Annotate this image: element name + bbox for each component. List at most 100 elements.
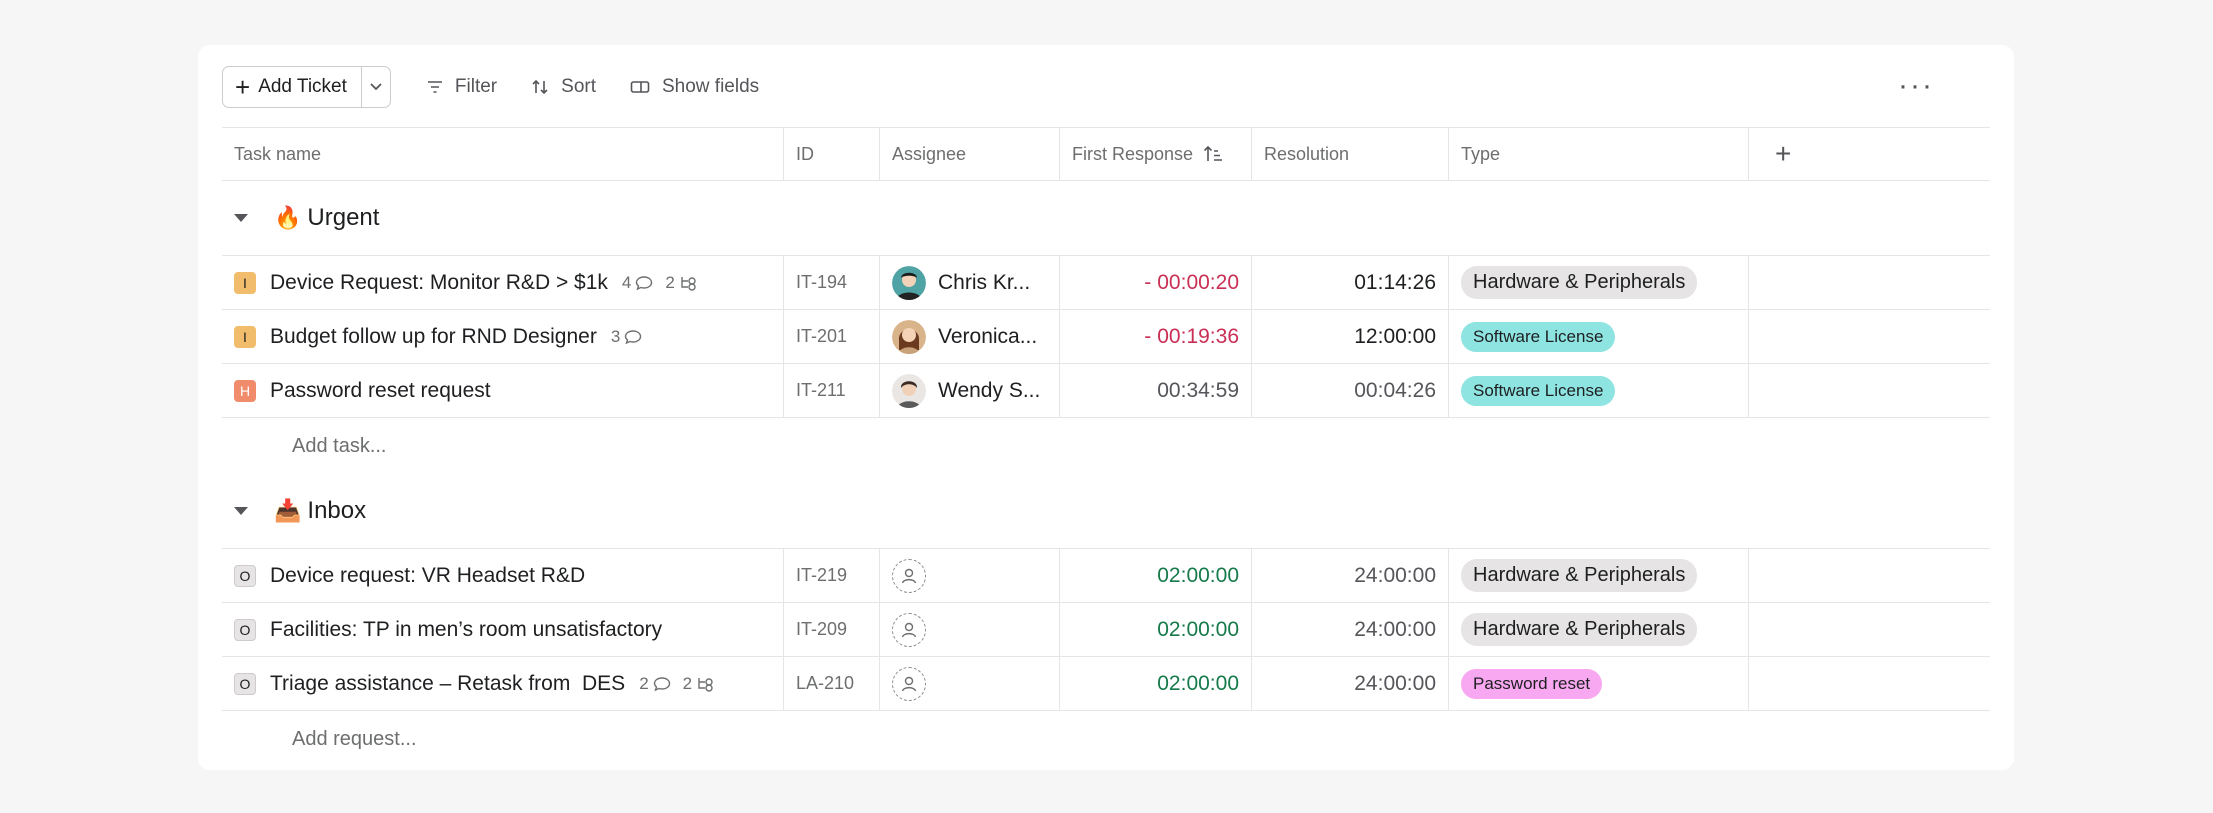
type-cell[interactable]: Hardware & Peripherals xyxy=(1449,549,1749,602)
assignee-cell[interactable] xyxy=(880,549,1060,602)
task-name[interactable]: Triage assistance – Retask from DES xyxy=(270,671,626,695)
first-response-label: First Response xyxy=(1072,143,1194,164)
task-name[interactable]: Device Request: Monitor R&D > $1k xyxy=(270,270,608,294)
type-cell[interactable]: Password reset xyxy=(1449,657,1749,710)
unassigned-avatar[interactable] xyxy=(892,666,926,701)
first-response-time: - 00:00:20 xyxy=(1060,256,1252,309)
assignee-cell[interactable]: Chris Kr... xyxy=(880,256,1060,309)
priority-badge: O xyxy=(234,672,256,695)
subtask-count-value: 2 xyxy=(665,272,675,292)
add-column-button[interactable]: + xyxy=(1775,138,1792,169)
first-response-time: 00:34:59 xyxy=(1060,364,1252,417)
table-row[interactable]: O Facilities: TP in men’s room unsatisfa… xyxy=(222,603,1990,657)
task-name[interactable]: Device request: VR Headset R&D xyxy=(270,563,586,587)
column-header-task-name[interactable]: Task name xyxy=(222,128,784,180)
task-name-cell[interactable]: I Device Request: Monitor R&D > $1k 4 2 xyxy=(222,256,784,309)
filter-button[interactable]: Filter xyxy=(427,76,497,98)
resolution-time: 01:14:26 xyxy=(1252,256,1449,309)
task-name[interactable]: Budget follow up for RND Designer xyxy=(270,324,597,348)
ticket-id: IT-209 xyxy=(784,603,880,656)
ticket-id: IT-194 xyxy=(784,256,880,309)
task-name[interactable]: Password reset request xyxy=(270,378,491,402)
table-row[interactable]: O Triage assistance – Retask from DES 2 … xyxy=(222,657,1990,711)
type-tag: Hardware & Peripherals xyxy=(1461,613,1698,646)
resolution-time: 00:04:26 xyxy=(1252,364,1449,417)
priority-badge: I xyxy=(234,325,256,348)
first-response-value: 00:00:20 xyxy=(1157,270,1239,294)
table-row[interactable]: I Device Request: Monitor R&D > $1k 4 2 … xyxy=(222,256,1990,310)
avatar xyxy=(892,319,926,354)
comment-count[interactable]: 2 xyxy=(639,674,670,694)
add-ticket-button[interactable]: + Add Ticket xyxy=(223,67,362,107)
task-name-cell[interactable]: H Password reset request xyxy=(222,364,784,417)
comment-count[interactable]: 3 xyxy=(611,327,642,347)
more-options-button[interactable]: ··· xyxy=(1898,71,1934,101)
unassigned-avatar[interactable] xyxy=(892,558,926,593)
priority-badge: I xyxy=(234,271,256,294)
comment-count-value: 3 xyxy=(610,326,621,346)
add-task-button[interactable]: Add task... xyxy=(292,434,387,457)
type-tag: Software License xyxy=(1461,375,1616,406)
subtask-count[interactable]: 2 xyxy=(683,674,716,694)
add-request-button[interactable]: Add request... xyxy=(292,727,417,750)
task-name[interactable]: Facilities: TP in men’s room unsatisfact… xyxy=(270,617,663,641)
assignee-name: Veronica... xyxy=(938,324,1038,348)
column-header-type[interactable]: Type xyxy=(1449,128,1749,180)
empty-cell xyxy=(1749,364,1990,417)
subtask-count[interactable]: 2 xyxy=(665,273,698,293)
priority-badge: H xyxy=(234,379,256,402)
task-name-cell[interactable]: O Facilities: TP in men’s room unsatisfa… xyxy=(222,603,784,656)
unassigned-avatar[interactable] xyxy=(892,612,926,647)
subtask-icon xyxy=(698,677,713,692)
task-name-cell[interactable]: O Device request: VR Headset R&D xyxy=(222,549,784,602)
assignee-cell[interactable] xyxy=(880,657,1060,710)
type-cell[interactable]: Software License xyxy=(1449,364,1749,417)
column-header-first-response[interactable]: First Response xyxy=(1060,128,1252,180)
person-icon xyxy=(901,622,917,637)
resolution-time: 24:00:00 xyxy=(1252,549,1449,602)
assignee-name: Chris Kr... xyxy=(938,270,1031,294)
person-icon xyxy=(901,676,917,691)
type-cell[interactable]: Hardware & Peripherals xyxy=(1449,256,1749,309)
section-header-inbox[interactable]: 📥 Inbox xyxy=(222,474,1990,549)
caret-down-icon[interactable] xyxy=(234,214,248,222)
table-row[interactable]: O Device request: VR Headset R&D IT-219 … xyxy=(222,549,1990,603)
sort-button[interactable]: Sort xyxy=(531,76,596,98)
show-fields-label: Show fields xyxy=(662,76,760,97)
empty-cell xyxy=(1749,256,1990,309)
first-response-time: - 00:19:36 xyxy=(1060,310,1252,363)
assignee-name: Wendy S... xyxy=(938,378,1041,402)
plus-icon: + xyxy=(235,72,251,102)
ellipsis-icon: ··· xyxy=(1898,69,1934,102)
section-header-urgent[interactable]: 🔥 Urgent xyxy=(222,181,1990,256)
filter-icon xyxy=(427,81,442,93)
type-tag: Password reset xyxy=(1461,668,1603,699)
assignee-cell[interactable]: Wendy S... xyxy=(880,364,1060,417)
type-cell[interactable]: Software License xyxy=(1449,310,1749,363)
comment-icon xyxy=(636,275,653,290)
resolution-time: 12:00:00 xyxy=(1252,310,1449,363)
show-fields-button[interactable]: Show fields xyxy=(630,76,759,98)
comment-icon xyxy=(653,676,670,691)
negative-sign: - xyxy=(1144,324,1152,348)
column-header-id[interactable]: ID xyxy=(784,128,880,180)
type-tag: Hardware & Peripherals xyxy=(1461,559,1698,592)
comment-count-value: 2 xyxy=(639,673,649,693)
type-cell[interactable]: Hardware & Peripherals xyxy=(1449,603,1749,656)
column-header-assignee[interactable]: Assignee xyxy=(880,128,1060,180)
table-row[interactable]: I Budget follow up for RND Designer 3 IT… xyxy=(222,310,1990,364)
task-name-cell[interactable]: O Triage assistance – Retask from DES 2 … xyxy=(222,657,784,710)
fire-icon: 🔥 xyxy=(274,205,302,230)
table-row[interactable]: H Password reset request IT-211 Wendy S.… xyxy=(222,364,1990,418)
add-ticket-dropdown-button[interactable] xyxy=(362,67,390,107)
comment-count[interactable]: 4 xyxy=(622,273,653,293)
filter-label: Filter xyxy=(454,76,498,97)
assignee-cell[interactable]: Veronica... xyxy=(880,310,1060,363)
assignee-cell[interactable] xyxy=(880,603,1060,656)
caret-down-icon[interactable] xyxy=(234,507,248,515)
ticket-id: IT-201 xyxy=(784,310,880,363)
ticket-id: LA-210 xyxy=(784,657,880,710)
type-tag: Hardware & Peripherals xyxy=(1461,266,1698,299)
column-header-resolution[interactable]: Resolution xyxy=(1252,128,1449,180)
task-name-cell[interactable]: I Budget follow up for RND Designer 3 xyxy=(222,310,784,363)
